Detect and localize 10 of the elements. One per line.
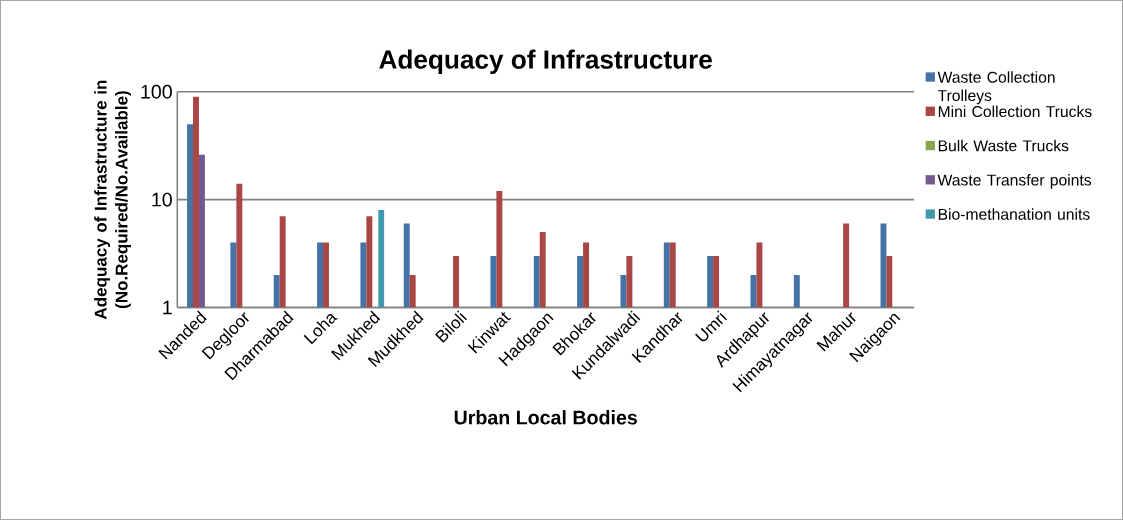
y-tick-label: 10 <box>152 192 172 207</box>
legend-label: Waste Collection Trolleys <box>937 71 1055 105</box>
legend-label: Waste Transfer points <box>937 174 1092 189</box>
y-tick-label: 100 <box>141 84 172 99</box>
chart-title: Adequacy of Infrastructure <box>379 49 712 74</box>
y-axis-title: Adequacy of Infrastructure in (No.Required/No.Available) <box>94 80 131 320</box>
legend-label: Mini Collection Trucks <box>938 105 1092 117</box>
legend-label: Bulk Waste Trucks <box>938 139 1069 152</box>
x-axis-title: Urban Local Bodies <box>454 410 637 425</box>
legend-label: Bio-methanation units <box>938 208 1090 220</box>
